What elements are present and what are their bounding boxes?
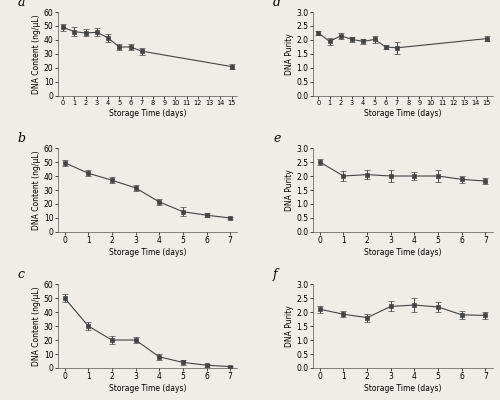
Y-axis label: DNA Content (ng/μL): DNA Content (ng/μL) [32,14,41,94]
Text: a: a [18,0,26,9]
Text: e: e [273,132,280,145]
X-axis label: Storage Time (days): Storage Time (days) [364,248,442,257]
X-axis label: Storage Time (days): Storage Time (days) [108,248,186,257]
Y-axis label: DNA Purity: DNA Purity [284,305,294,347]
Text: c: c [18,268,25,281]
X-axis label: Storage Time (days): Storage Time (days) [108,384,186,393]
X-axis label: Storage Time (days): Storage Time (days) [364,384,442,393]
X-axis label: Storage Time (days): Storage Time (days) [108,109,186,118]
Y-axis label: DNA Content (ng/μL): DNA Content (ng/μL) [32,150,41,230]
Y-axis label: DNA Purity: DNA Purity [284,169,294,211]
Y-axis label: DNA Purity: DNA Purity [284,33,294,75]
Text: b: b [18,132,26,145]
X-axis label: Storage Time (days): Storage Time (days) [364,109,442,118]
Text: f: f [273,268,278,281]
Y-axis label: DNA Content (ng/μL): DNA Content (ng/μL) [32,286,41,366]
Text: d: d [273,0,281,9]
